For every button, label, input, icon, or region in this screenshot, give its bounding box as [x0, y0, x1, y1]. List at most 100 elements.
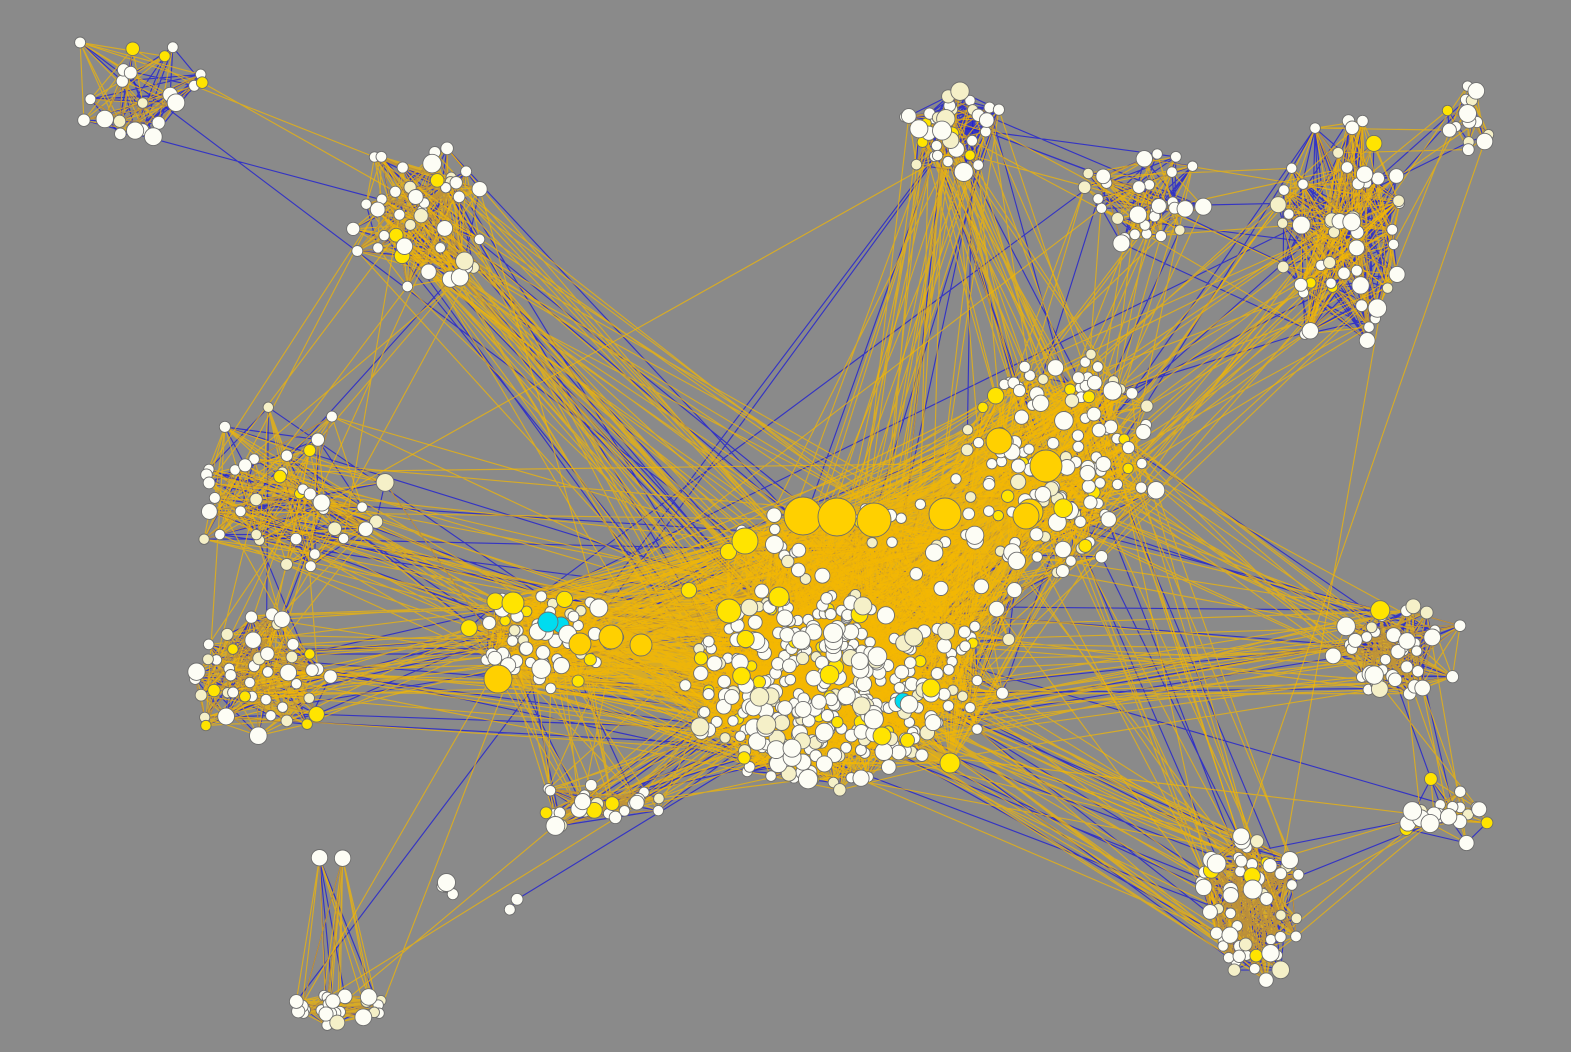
graph-node[interactable]: [1111, 478, 1124, 491]
graph-node[interactable]: [950, 473, 962, 485]
graph-node[interactable]: [519, 641, 534, 656]
graph-node[interactable]: [194, 688, 208, 702]
graph-node[interactable]: [872, 726, 892, 746]
graph-node[interactable]: [1091, 422, 1107, 438]
graph-node[interactable]: [1222, 951, 1235, 964]
graph-node[interactable]: [1411, 645, 1423, 657]
graph-node[interactable]: [1018, 360, 1031, 373]
graph-node[interactable]: [895, 512, 907, 524]
graph-node[interactable]: [273, 610, 291, 628]
graph-node[interactable]: [1471, 801, 1488, 818]
graph-node[interactable]: [653, 792, 665, 805]
graph-node[interactable]: [1224, 907, 1237, 920]
graph-node[interactable]: [571, 674, 585, 688]
graph-node[interactable]: [1301, 322, 1319, 340]
graph-node[interactable]: [422, 153, 442, 174]
graph-node-hub[interactable]: [568, 632, 592, 656]
graph-node[interactable]: [831, 715, 844, 729]
graph-node[interactable]: [325, 993, 341, 1009]
graph-node[interactable]: [1206, 853, 1227, 874]
graph-node[interactable]: [791, 562, 806, 578]
graph-node[interactable]: [396, 161, 409, 174]
graph-node[interactable]: [964, 701, 976, 714]
graph-node[interactable]: [378, 229, 390, 242]
graph-node[interactable]: [305, 663, 319, 677]
graph-node[interactable]: [1001, 489, 1015, 503]
graph-node[interactable]: [359, 988, 378, 1006]
graph-node[interactable]: [796, 651, 810, 666]
graph-node[interactable]: [1342, 212, 1362, 232]
graph-node[interactable]: [1002, 632, 1016, 646]
graph-node[interactable]: [304, 560, 317, 573]
graph-node[interactable]: [986, 458, 998, 470]
graph-node[interactable]: [1390, 644, 1406, 660]
graph-node[interactable]: [604, 796, 620, 811]
graph-node[interactable]: [369, 201, 386, 218]
graph-node[interactable]: [260, 646, 275, 662]
graph-node[interactable]: [1405, 598, 1422, 615]
graph-node[interactable]: [262, 666, 274, 678]
graph-node[interactable]: [958, 625, 971, 639]
graph-node[interactable]: [1006, 582, 1023, 599]
graph-node[interactable]: [1387, 672, 1403, 687]
graph-node[interactable]: [393, 208, 406, 221]
graph-node[interactable]: [452, 190, 466, 204]
graph-node[interactable]: [1046, 359, 1065, 377]
graph-node[interactable]: [962, 424, 974, 436]
graph-node[interactable]: [279, 663, 298, 682]
graph-node[interactable]: [1086, 406, 1102, 422]
graph-node[interactable]: [900, 732, 915, 748]
graph-node[interactable]: [1221, 926, 1239, 944]
graph-node[interactable]: [854, 744, 867, 757]
graph-node[interactable]: [1079, 464, 1096, 482]
graph-node[interactable]: [389, 185, 402, 198]
graph-node[interactable]: [227, 686, 240, 699]
graph-node[interactable]: [982, 477, 996, 491]
graph-node-highlight[interactable]: [537, 611, 559, 633]
graph-node[interactable]: [323, 669, 338, 684]
graph-node[interactable]: [202, 653, 214, 666]
graph-node[interactable]: [539, 806, 553, 820]
graph-node[interactable]: [971, 674, 983, 687]
graph-node[interactable]: [450, 268, 470, 287]
graph-node[interactable]: [420, 263, 437, 280]
graph-node[interactable]: [1100, 511, 1117, 528]
graph-node[interactable]: [964, 491, 977, 503]
graph-node[interactable]: [487, 650, 503, 666]
graph-node[interactable]: [309, 548, 321, 560]
graph-node[interactable]: [1367, 298, 1388, 318]
graph-node[interactable]: [819, 664, 840, 685]
graph-node[interactable]: [486, 592, 505, 611]
graph-node[interactable]: [978, 112, 995, 128]
graph-node[interactable]: [932, 120, 952, 141]
graph-node[interactable]: [1092, 361, 1104, 373]
graph-node[interactable]: [1293, 277, 1308, 292]
graph-node[interactable]: [866, 537, 878, 549]
graph-node-hub[interactable]: [985, 427, 1013, 455]
graph-node[interactable]: [265, 710, 277, 722]
graph-node[interactable]: [964, 149, 976, 161]
graph-node[interactable]: [1170, 150, 1182, 163]
graph-node[interactable]: [1297, 178, 1309, 190]
graph-node[interactable]: [1250, 834, 1265, 849]
graph-node[interactable]: [583, 653, 597, 667]
graph-node[interactable]: [815, 755, 833, 773]
graph-node[interactable]: [1269, 196, 1287, 214]
graph-node[interactable]: [1102, 381, 1123, 401]
graph-node[interactable]: [1461, 143, 1475, 156]
graph-node[interactable]: [1082, 390, 1096, 404]
graph-node[interactable]: [734, 730, 746, 742]
graph-node[interactable]: [740, 598, 759, 617]
graph-node[interactable]: [1186, 160, 1199, 172]
graph-node[interactable]: [1379, 653, 1392, 666]
graph-node[interactable]: [1234, 854, 1248, 868]
graph-node[interactable]: [1122, 462, 1134, 475]
graph-node[interactable]: [1324, 647, 1342, 665]
graph-node[interactable]: [874, 742, 894, 761]
graph-node[interactable]: [1095, 168, 1111, 185]
graph-node[interactable]: [886, 536, 898, 548]
graph-node[interactable]: [333, 849, 352, 867]
graph-node[interactable]: [1010, 473, 1027, 490]
graph-node[interactable]: [584, 778, 598, 792]
graph-node-hub[interactable]: [483, 664, 513, 694]
